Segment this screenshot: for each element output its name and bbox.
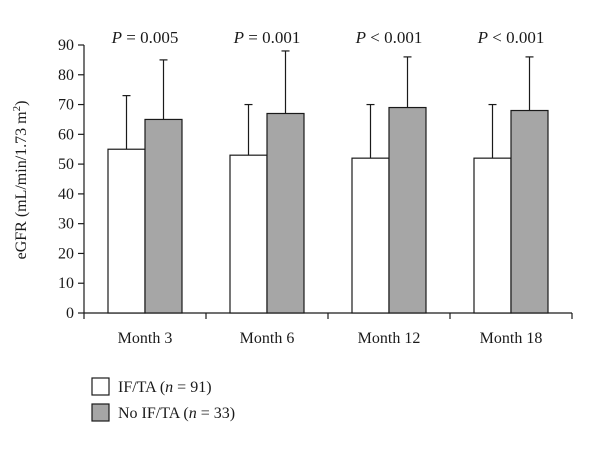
legend-label-var: n — [189, 405, 197, 422]
y-tick-label: 50 — [58, 156, 74, 173]
y-tick-label: 40 — [58, 186, 74, 203]
p-value-symbol: P — [355, 28, 366, 47]
legend: IF/TA (n = 91)No IF/TA (n = 33) — [91, 377, 235, 422]
x-tick-label: Month 3 — [118, 330, 173, 347]
p-value-text: < 0.001 — [488, 28, 544, 47]
y-tick-label: 80 — [58, 67, 74, 84]
y-tick-label: 20 — [58, 245, 74, 262]
y-tick-label: 60 — [58, 126, 74, 143]
y-tick-label: 30 — [58, 216, 74, 233]
p-value-annotation: P = 0.001 — [233, 28, 301, 47]
p-value-annotation: P = 0.005 — [111, 28, 179, 47]
legend-label-rest: = 91) — [173, 379, 211, 396]
bar-no-ifta-0 — [144, 118, 183, 314]
plot-area: 0 10 20 30 40 50 60 70 80 90 Month 3 P = 0.005 Month… — [58, 28, 573, 347]
y-tick-label: 70 — [58, 97, 74, 114]
p-value-text: = 0.001 — [244, 28, 300, 47]
legend-swatch-1 — [91, 403, 110, 422]
bar-iftapos-1 — [229, 154, 268, 314]
p-value-text: < 0.001 — [366, 28, 422, 47]
legend-label-var: n — [165, 379, 173, 396]
y-axis-title-close: ) — [13, 101, 30, 106]
p-value-annotation: P < 0.001 — [477, 28, 545, 47]
bar-iftapos-0 — [107, 148, 146, 314]
y-axis-title-main: eGFR (mL/min/1.73 m — [13, 111, 30, 260]
p-value-text: = 0.005 — [122, 28, 178, 47]
legend-label-1: No IF/TA (n = 33) — [118, 405, 235, 422]
legend-swatch-0 — [91, 377, 110, 396]
x-tick-label: Month 12 — [358, 330, 421, 347]
bar-iftapos-2 — [351, 157, 390, 314]
legend-label-main: No IF/TA ( — [118, 405, 189, 422]
p-value-symbol: P — [111, 28, 122, 47]
legend-label-rest: = 33) — [197, 405, 235, 422]
p-value-symbol: P — [477, 28, 488, 47]
y-tick-label: 0 — [66, 305, 74, 322]
bar-iftapos-3 — [473, 157, 512, 314]
bar-no-ifta-3 — [510, 109, 549, 314]
bar-no-ifta-1 — [266, 112, 305, 314]
bar-no-ifta-2 — [388, 106, 427, 314]
y-tick-label: 10 — [58, 275, 74, 292]
y-axis-title-superscript: 2 — [11, 106, 23, 112]
y-tick-label: 90 — [58, 37, 74, 54]
x-tick-label: Month 18 — [480, 330, 543, 347]
p-value-annotation: P < 0.001 — [355, 28, 423, 47]
p-value-symbol: P — [233, 28, 244, 47]
y-axis-title: eGFR (mL/min/1.73 m2) — [11, 101, 30, 260]
legend-label-main: IF/TA ( — [118, 379, 165, 396]
x-tick-label: Month 6 — [240, 330, 295, 347]
y-axis-title-group: eGFR (mL/min/1.73 m2) — [11, 101, 30, 260]
legend-label-0: IF/TA (n = 91) — [118, 379, 212, 396]
